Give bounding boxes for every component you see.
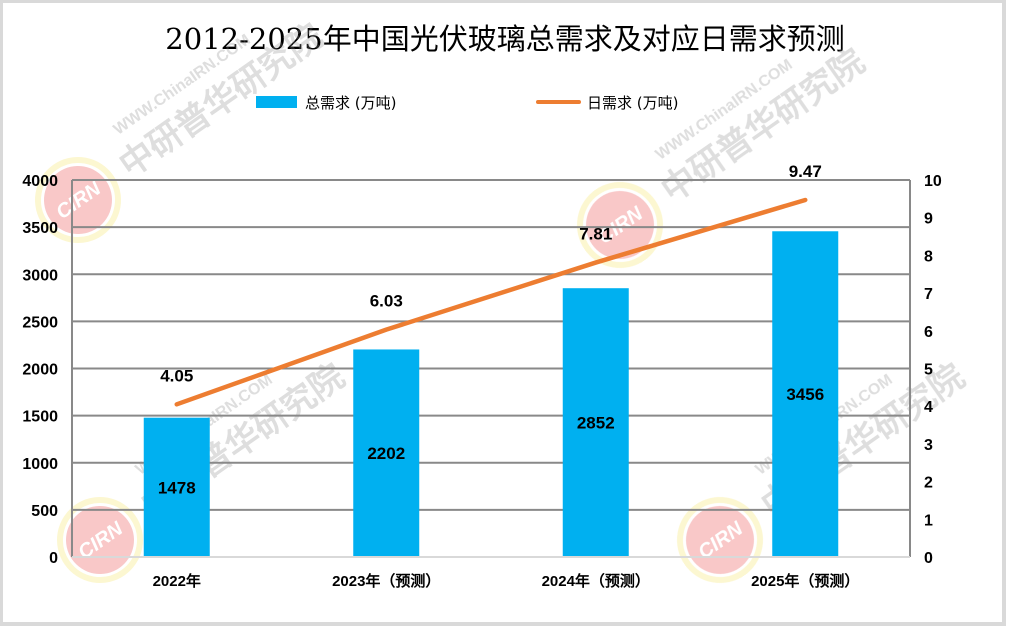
y2-tick-label: 6 <box>924 324 933 341</box>
y-tick-label: 3500 <box>22 220 58 237</box>
cirn-logo-icon <box>44 166 112 234</box>
x-tick-label: 2023年（预测） <box>332 572 440 590</box>
legend-label: 总需求 (万吨) <box>305 93 397 112</box>
y-tick-label: 1000 <box>22 456 58 473</box>
y-tick-label: 4000 <box>22 173 58 190</box>
right-axis-ticks: 0 1 2 3 4 5 6 7 8 9 10 <box>924 173 942 567</box>
line-value-label: 7.81 <box>579 225 612 244</box>
gridlines <box>72 179 910 511</box>
y-tick-label: 2500 <box>22 314 58 331</box>
bar <box>353 349 420 557</box>
axes <box>71 180 911 558</box>
x-tick-label: 2025年（预测） <box>751 572 859 590</box>
bar-value-label: 3456 <box>786 385 824 404</box>
line-swatch-icon <box>536 100 581 104</box>
bar-value-label: 2202 <box>367 444 405 463</box>
y-tick-label: 500 <box>31 503 58 520</box>
cirn-logo-ring-icon <box>57 497 143 583</box>
cirn-logo-icon <box>586 191 654 259</box>
y2-tick-label: 0 <box>924 550 933 567</box>
line-value-label: 9.47 <box>789 162 822 181</box>
cirn-logo-ring-icon <box>35 157 121 243</box>
line-series <box>174 197 808 407</box>
line-value-label: 6.03 <box>370 292 403 311</box>
bar <box>143 417 210 557</box>
cirn-logo-ring-icon <box>677 497 763 583</box>
left-axis-ticks: 0 500 1000 1500 2000 2500 3000 3500 4000 <box>22 173 58 567</box>
legend-item-daily-demand: 日需求 (万吨) <box>536 92 678 112</box>
bar-swatch-icon <box>256 96 297 108</box>
bar <box>562 288 629 557</box>
line-value-label: 4.05 <box>160 366 193 385</box>
y-tick-label: 0 <box>49 550 58 567</box>
bar <box>772 231 839 557</box>
y2-tick-label: 2 <box>924 475 933 492</box>
y2-tick-label: 5 <box>924 362 933 379</box>
x-axis-ticks: 2022年 2023年（预测） 2024年（预测） 2025年（预测） <box>153 572 860 590</box>
y-tick-label: 2000 <box>22 362 58 379</box>
line-path <box>174 197 808 407</box>
chart-title: 2012-2025年中国光伏玻璃总需求及对应日需求预测 <box>165 22 845 56</box>
x-tick-label: 2024年（预测） <box>542 572 650 590</box>
y2-tick-label: 7 <box>924 286 933 303</box>
cirn-logo-ring-icon <box>577 182 663 268</box>
data-labels: 1478 2202 2852 3456 4.05 6.03 7.81 9.47 <box>158 162 824 497</box>
y2-tick-label: 8 <box>924 248 933 265</box>
y2-tick-label: 4 <box>924 399 933 416</box>
legend-item-total-demand: 总需求 (万吨) <box>256 92 396 112</box>
y2-tick-label: 9 <box>924 211 933 228</box>
y2-tick-label: 3 <box>924 437 933 454</box>
bar-series <box>143 231 839 557</box>
bar-value-label: 1478 <box>158 478 196 497</box>
x-tick-label: 2022年 <box>153 572 201 590</box>
y2-tick-label: 1 <box>924 512 933 529</box>
y-tick-label: 3000 <box>22 267 58 284</box>
bar-value-label: 2852 <box>577 414 615 433</box>
legend-label: 日需求 (万吨) <box>587 93 679 112</box>
y2-tick-label: 10 <box>924 173 942 190</box>
y-tick-label: 1500 <box>22 409 58 426</box>
